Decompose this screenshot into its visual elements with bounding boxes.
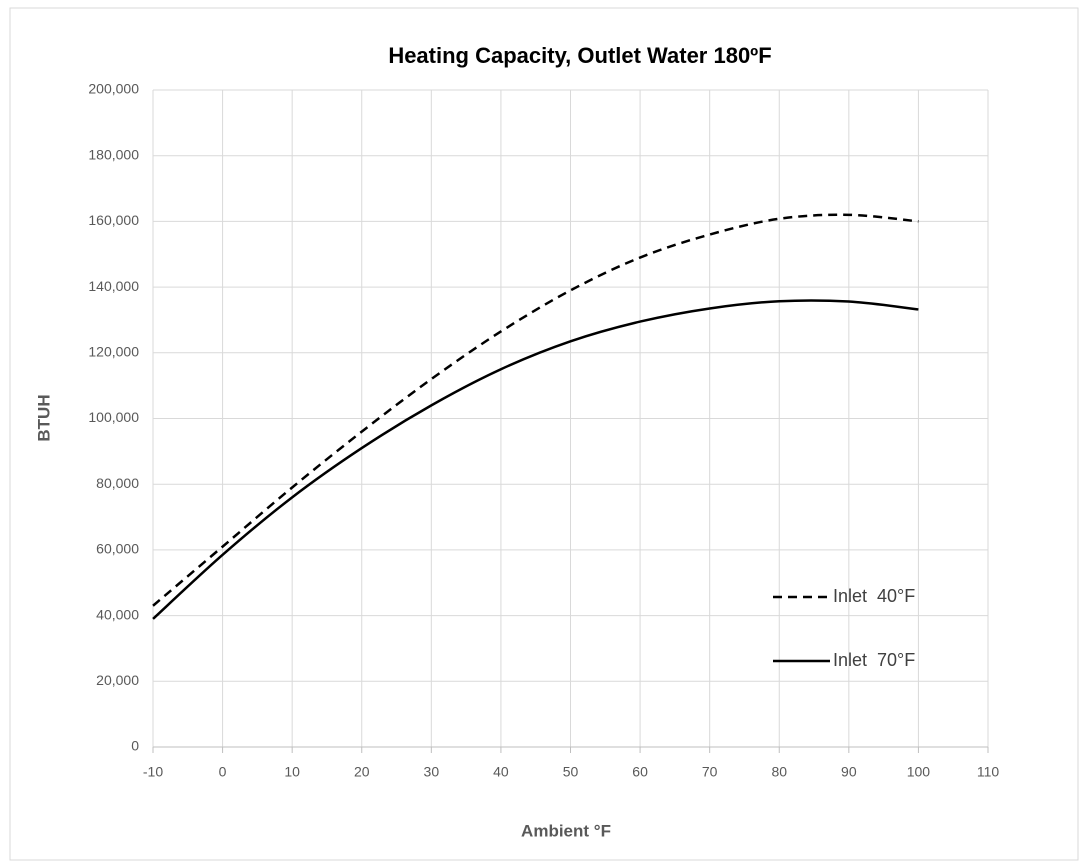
x-tick-label: 80 [771,764,787,780]
y-tick-label: 100,000 [88,409,139,425]
x-tick-label: 60 [632,764,648,780]
x-tick-label: 90 [841,764,857,780]
x-tick-label: 40 [493,764,509,780]
x-tick-label: 70 [702,764,718,780]
x-axis-title: Ambient °F [521,821,611,840]
y-axis-title: BTUH [34,394,53,441]
y-tick-label: 20,000 [96,672,139,688]
series-line [152,299,919,620]
x-tick-label: 110 [977,764,1000,780]
x-tick-label: 20 [354,764,370,780]
x-tick-label: 0 [219,764,227,780]
x-tick-label: 30 [424,764,440,780]
y-tick-label: 140,000 [88,278,139,294]
y-tick-label: 160,000 [88,212,139,228]
chart-frame [9,7,1079,861]
x-tick-label: -10 [143,764,163,780]
y-tick-label: 0 [131,738,139,754]
y-tick-label: 180,000 [88,146,139,162]
x-tick-label: 50 [563,764,579,780]
chart-title: Heating Capacity, Outlet Water 180ºF [388,43,771,68]
y-tick-label: 80,000 [96,475,139,491]
y-tick-label: 120,000 [88,344,139,360]
legend-label: Inlet 40°F [833,586,915,606]
y-tick-label: 40,000 [96,606,139,622]
legend-label: Inlet 70°F [833,650,915,670]
y-tick-label: 200,000 [88,81,139,97]
x-tick-label: 100 [907,764,931,780]
x-tick-label: 10 [284,764,300,780]
y-tick-label: 60,000 [96,541,139,557]
